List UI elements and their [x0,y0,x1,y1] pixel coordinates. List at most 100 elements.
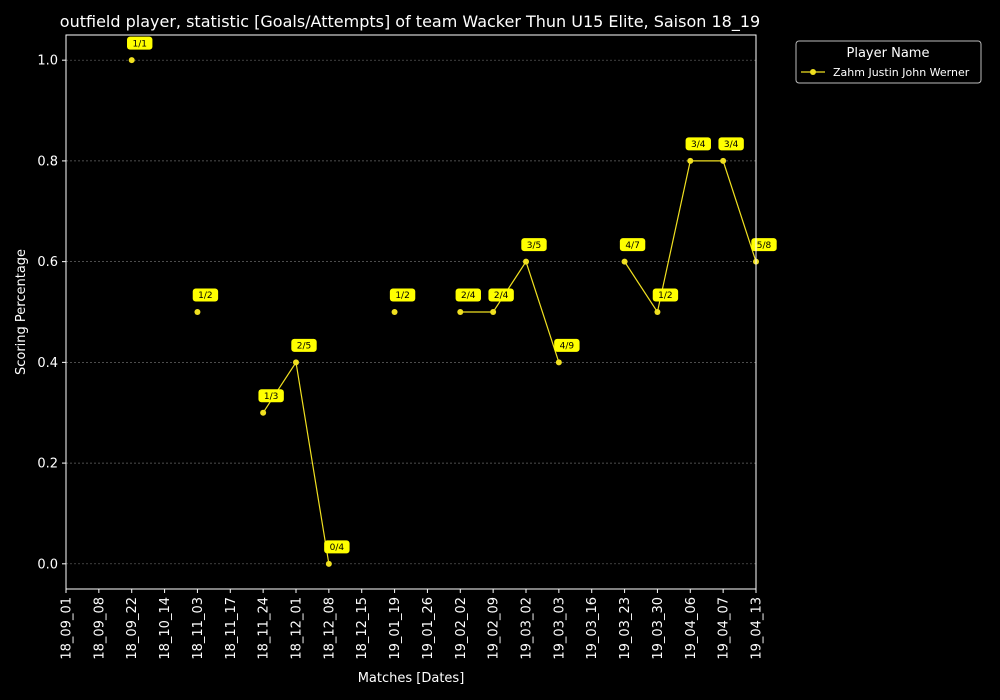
data-point [293,359,299,366]
data-label-text: 4/7 [625,241,639,251]
data-label-text: 3/4 [724,140,739,150]
data-point [621,258,628,265]
x-tick-label: 18_11_17 [224,597,239,660]
x-tick-label: 19_01_26 [421,597,436,660]
data-label-text: 2/4 [494,291,509,301]
y-tick-label: 0.0 [37,557,58,572]
x-tick-label: 18_11_03 [191,597,206,660]
data-label: 1/3 [258,389,284,403]
data-label-text: 2/4 [461,291,476,301]
data-point [654,309,661,315]
data-label: 2/5 [291,338,317,352]
x-tick-label: 18_12_08 [322,597,337,660]
x-tick-label: 19_04_06 [684,597,699,660]
data-label-box [521,238,547,252]
data-label-box [619,238,646,252]
data-label-box [554,338,580,352]
data-label-text: 5/8 [757,241,772,251]
legend-entry-label: Zahm Justin John Werner [833,66,970,79]
data-label-box [488,288,514,302]
x-tick-label: 19_01_19 [388,597,403,660]
data-label: 3/4 [718,137,744,151]
y-tick-label: 0.4 [37,356,58,371]
x-tick-label: 18_10_14 [158,597,173,660]
x-tick-label: 18_09_22 [125,597,140,660]
plot-frame [65,34,757,590]
x-tick-label: 18_09_08 [92,597,107,660]
legend-title: Player Name [847,46,930,61]
y-tick-label: 0.2 [37,457,58,472]
data-label-box [324,540,350,554]
series-line-segment [460,260,560,363]
y-tick-label: 1.0 [37,54,58,69]
x-tick-label: 19_02_09 [487,597,502,660]
data-label-box [685,137,711,151]
data-label: 1/2 [389,288,416,302]
data-label-text: 4/9 [560,342,575,352]
data-label: 1/2 [192,288,219,302]
x-tick-label: 19_03_03 [552,597,567,660]
data-point [260,409,267,416]
data-label-box [718,137,744,151]
data-label-text: 2/5 [297,342,311,352]
data-labels: 1/1 1/2 1/3 2/5 0/4 1/2 2/4 2/4 3/5 4/9 4/7 1/2 3/4 3… [127,36,777,554]
data-label-text: 3/5 [527,241,541,251]
data-points [128,57,759,567]
y-axis-ticks: 0.0 0.2 0.4 0.6 0.8 1.0 [37,54,66,572]
legend: Player Name Zahm Justin John Werner [795,40,982,84]
data-label-text: 1/3 [264,392,278,402]
x-tick-label: 18_12_01 [290,597,305,660]
x-tick-label: 19_04_13 [750,597,765,660]
x-tick-label: 19_03_30 [651,597,666,660]
chart-title: outfield player, statistic [Goals/Attemp… [60,12,760,32]
legend-box [795,40,982,84]
data-label: 4/9 [554,338,580,352]
data-point [523,258,529,265]
data-point [325,560,332,567]
data-point [720,157,727,164]
y-axis-label: Scoring Percentage [14,249,29,375]
y-tick-label: 0.8 [37,154,58,169]
data-point [391,309,398,315]
x-axis-ticks: 18_09_01 18_09_08 18_09_22 18_10_14 18_11_03… [60,589,765,660]
data-label-text: 1/1 [132,39,146,49]
data-label-box [652,288,679,302]
data-label-box [389,288,416,302]
data-label-box [455,288,481,302]
x-tick-label: 19_02_02 [454,597,469,660]
data-label-box [258,389,284,403]
data-label: 5/8 [751,238,777,252]
series-line-segment [624,160,757,314]
data-label: 3/4 [685,137,711,151]
data-label-text: 1/2 [658,291,672,301]
data-point [687,157,694,164]
legend-marker [810,69,816,75]
data-label-text: 1/2 [198,291,212,301]
x-tick-label: 19_03_02 [520,597,535,660]
data-label-box [751,238,777,252]
data-label-box [127,36,153,50]
x-tick-label: 18_12_15 [355,597,370,660]
y-tick-label: 0.6 [37,255,58,270]
data-label: 2/4 [488,288,514,302]
x-tick-label: 18_11_24 [257,597,272,660]
data-label: 0/4 [324,540,350,554]
data-label-text: 1/2 [395,291,409,301]
x-tick-label: 19_03_23 [618,597,633,660]
x-tick-label: 18_09_01 [60,597,75,660]
data-point [194,309,201,315]
grid [66,59,756,565]
data-label-text: 3/4 [691,140,706,150]
x-axis-label: Matches [Dates] [358,671,465,686]
data-point [457,309,464,315]
data-label: 1/1 [127,36,153,50]
data-label: 4/7 [619,238,646,252]
data-label-box [291,338,317,352]
data-label-box [192,288,219,302]
data-label: 2/4 [455,288,481,302]
data-label: 3/5 [521,238,547,252]
data-point [490,309,497,315]
data-label: 1/2 [652,288,679,302]
data-label-text: 0/4 [330,543,345,553]
data-point [555,359,562,366]
